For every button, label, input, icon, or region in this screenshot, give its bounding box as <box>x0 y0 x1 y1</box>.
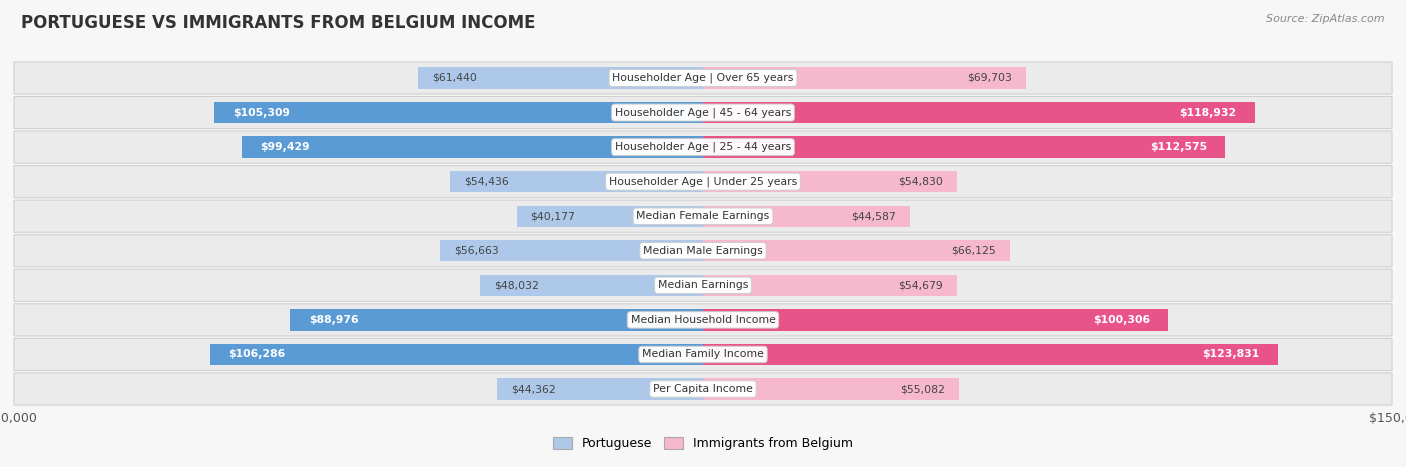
Text: $44,587: $44,587 <box>851 211 896 221</box>
Bar <box>703 171 957 192</box>
Text: $56,663: $56,663 <box>454 246 499 256</box>
Text: Source: ZipAtlas.com: Source: ZipAtlas.com <box>1267 14 1385 24</box>
Text: $112,575: $112,575 <box>1150 142 1206 152</box>
Text: Householder Age | Under 25 years: Householder Age | Under 25 years <box>609 177 797 187</box>
Text: Householder Age | Over 65 years: Householder Age | Over 65 years <box>612 73 794 83</box>
Text: $54,436: $54,436 <box>464 177 509 187</box>
FancyBboxPatch shape <box>14 166 1392 198</box>
FancyBboxPatch shape <box>14 304 1392 336</box>
Text: $55,082: $55,082 <box>900 384 945 394</box>
Text: Per Capita Income: Per Capita Income <box>652 384 754 394</box>
Bar <box>703 344 1278 365</box>
Bar <box>450 171 703 192</box>
FancyBboxPatch shape <box>14 200 1392 232</box>
Text: Householder Age | 45 - 64 years: Householder Age | 45 - 64 years <box>614 107 792 118</box>
Text: $44,362: $44,362 <box>512 384 555 394</box>
Bar <box>703 240 1010 262</box>
FancyBboxPatch shape <box>14 235 1392 267</box>
Text: PORTUGUESE VS IMMIGRANTS FROM BELGIUM INCOME: PORTUGUESE VS IMMIGRANTS FROM BELGIUM IN… <box>21 14 536 32</box>
Bar <box>498 378 703 400</box>
FancyBboxPatch shape <box>14 269 1392 301</box>
Bar <box>703 309 1168 331</box>
Bar <box>703 378 959 400</box>
Text: $54,679: $54,679 <box>898 280 943 290</box>
Text: Median Family Income: Median Family Income <box>643 349 763 360</box>
Text: $54,830: $54,830 <box>898 177 943 187</box>
Text: $69,703: $69,703 <box>967 73 1012 83</box>
Text: $118,932: $118,932 <box>1180 107 1236 118</box>
Text: $61,440: $61,440 <box>432 73 477 83</box>
Bar <box>703 205 910 227</box>
Text: Median Household Income: Median Household Income <box>630 315 776 325</box>
FancyBboxPatch shape <box>14 97 1392 128</box>
Text: $40,177: $40,177 <box>530 211 575 221</box>
Text: Median Earnings: Median Earnings <box>658 280 748 290</box>
Text: Householder Age | 25 - 44 years: Householder Age | 25 - 44 years <box>614 142 792 152</box>
Text: $88,976: $88,976 <box>309 315 359 325</box>
FancyBboxPatch shape <box>14 62 1392 94</box>
Bar <box>209 344 703 365</box>
Bar <box>290 309 703 331</box>
Text: $123,831: $123,831 <box>1202 349 1258 360</box>
Text: $100,306: $100,306 <box>1092 315 1150 325</box>
Bar <box>440 240 703 262</box>
Bar <box>703 136 1225 158</box>
Text: $99,429: $99,429 <box>260 142 309 152</box>
Text: Median Female Earnings: Median Female Earnings <box>637 211 769 221</box>
Text: $106,286: $106,286 <box>228 349 285 360</box>
Legend: Portuguese, Immigrants from Belgium: Portuguese, Immigrants from Belgium <box>548 432 858 455</box>
FancyBboxPatch shape <box>14 339 1392 370</box>
Bar <box>703 102 1254 123</box>
Bar <box>242 136 703 158</box>
FancyBboxPatch shape <box>14 131 1392 163</box>
Text: $48,032: $48,032 <box>494 280 538 290</box>
Text: Median Male Earnings: Median Male Earnings <box>643 246 763 256</box>
FancyBboxPatch shape <box>14 373 1392 405</box>
Text: $66,125: $66,125 <box>950 246 995 256</box>
Bar <box>703 275 956 296</box>
Bar <box>418 67 703 89</box>
Bar <box>479 275 703 296</box>
Text: $105,309: $105,309 <box>233 107 290 118</box>
Bar <box>516 205 703 227</box>
Bar <box>703 67 1026 89</box>
Bar <box>214 102 703 123</box>
